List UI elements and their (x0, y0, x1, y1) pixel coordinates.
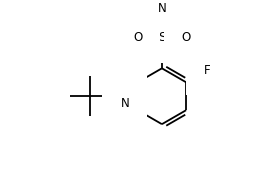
Text: O: O (133, 31, 142, 44)
Text: N: N (157, 2, 166, 15)
Text: N: N (120, 97, 129, 110)
Text: S: S (157, 31, 165, 44)
Text: O: O (181, 31, 190, 44)
Text: F: F (203, 64, 209, 77)
Text: O: O (120, 83, 129, 96)
